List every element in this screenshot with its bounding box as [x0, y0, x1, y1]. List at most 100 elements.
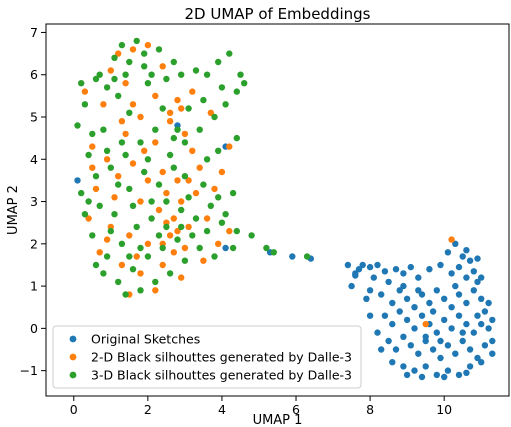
data-point-series-3: [144, 253, 152, 260]
data-point-series-3: [144, 80, 152, 87]
data-point-series-2: [100, 101, 107, 108]
data-point-series-3: [100, 126, 107, 133]
data-point-series-3: [229, 189, 237, 197]
data-point-series-1: [426, 266, 433, 273]
data-point-series-1: [463, 299, 470, 307]
data-point-series-1: [448, 304, 455, 311]
data-point-series-1: [437, 337, 444, 345]
data-point-series-3: [148, 198, 155, 205]
data-point-series-1: [478, 274, 485, 281]
data-point-series-3: [100, 270, 107, 277]
data-point-series-3: [218, 84, 226, 91]
data-point-series-2: [207, 109, 214, 117]
data-point-series-2: [174, 96, 181, 104]
y-axis-label: UMAP 2: [6, 185, 21, 235]
y-tick-label: 4: [30, 152, 38, 167]
data-point-series-1: [74, 177, 81, 184]
data-point-series-3: [222, 211, 229, 218]
legend-marker: [69, 371, 77, 379]
legend-label: 3-D Black silhouttes generated by Dalle-…: [91, 368, 352, 383]
legend-label: 2-D Black silhouttes generated by Dalle-…: [91, 350, 352, 365]
data-point-series-3: [178, 71, 185, 78]
data-point-series-3: [81, 211, 89, 218]
data-point-series-2: [137, 270, 144, 277]
data-point-series-3: [144, 156, 152, 163]
data-point-series-3: [303, 253, 311, 260]
data-point-series-2: [129, 160, 137, 167]
data-point-series-2: [133, 253, 140, 260]
data-point-series-2: [81, 88, 89, 95]
data-point-series-1: [422, 333, 429, 340]
data-point-series-1: [455, 263, 463, 271]
data-point-series-1: [378, 346, 385, 353]
data-point-series-3: [122, 71, 129, 78]
data-point-series-1: [374, 261, 381, 269]
data-point-series-3: [111, 211, 118, 218]
data-point-series-3: [137, 244, 144, 252]
data-point-series-1: [485, 325, 492, 332]
data-point-series-2: [122, 130, 129, 138]
data-point-series-1: [489, 350, 496, 357]
data-point-series-3: [248, 232, 255, 239]
data-point-series-3: [107, 164, 115, 171]
data-point-series-3: [92, 261, 100, 269]
data-point-series-3: [96, 202, 103, 209]
chart-title: 2D UMAP of Embeddings: [185, 5, 371, 23]
data-point-series-3: [207, 202, 214, 209]
data-point-series-2: [152, 287, 159, 294]
data-point-series-3: [174, 126, 181, 133]
data-point-series-2: [218, 168, 226, 176]
data-point-series-1: [478, 295, 485, 302]
data-point-series-2: [185, 223, 192, 231]
data-point-series-1: [437, 261, 444, 269]
data-point-series-1: [289, 253, 296, 260]
data-point-series-3: [196, 244, 203, 252]
data-point-series-1: [474, 354, 481, 362]
data-point-series-2: [422, 320, 429, 328]
data-point-series-1: [448, 325, 455, 332]
data-point-series-2: [89, 143, 96, 150]
data-point-series-3: [185, 194, 192, 201]
data-point-series-3: [118, 41, 126, 49]
data-point-series-1: [415, 287, 422, 294]
y-tick-label: 2: [30, 236, 38, 251]
data-point-series-3: [181, 173, 189, 180]
data-point-series-1: [374, 329, 381, 336]
data-point-series-1: [466, 363, 474, 370]
data-point-series-3: [170, 164, 177, 171]
data-point-series-2: [226, 227, 233, 235]
data-point-series-2: [137, 113, 144, 121]
data-point-series-2: [129, 46, 137, 53]
data-point-series-3: [159, 105, 166, 112]
x-tick-label: 0: [70, 402, 78, 417]
data-point-series-3: [166, 151, 174, 159]
data-point-series-2: [159, 261, 166, 269]
data-point-series-2: [211, 185, 218, 193]
data-point-series-2: [111, 194, 118, 201]
data-point-series-1: [489, 316, 496, 324]
data-point-series-2: [92, 185, 100, 193]
data-point-series-3: [152, 126, 159, 133]
data-point-series-1: [474, 312, 481, 319]
data-point-series-3: [122, 291, 129, 298]
data-point-series-1: [415, 350, 422, 357]
data-point-series-2: [170, 215, 177, 222]
data-point-series-2: [122, 80, 129, 87]
data-point-series-3: [263, 244, 270, 252]
data-point-series-1: [407, 342, 414, 349]
data-point-series-2: [103, 236, 111, 243]
data-point-series-3: [103, 147, 111, 154]
data-point-series-2: [200, 257, 207, 264]
data-point-series-2: [203, 215, 211, 222]
data-point-series-2: [115, 50, 122, 57]
y-tick-label: 5: [30, 110, 38, 125]
data-point-series-1: [429, 346, 437, 353]
data-point-series-3: [174, 236, 181, 243]
data-point-series-1: [470, 287, 477, 294]
data-point-series-2: [85, 215, 92, 222]
data-point-series-3: [203, 227, 211, 235]
data-point-series-2: [174, 177, 181, 184]
data-point-series-3: [107, 227, 115, 235]
data-point-series-1: [463, 274, 470, 281]
y-tick-label: 7: [30, 25, 38, 40]
